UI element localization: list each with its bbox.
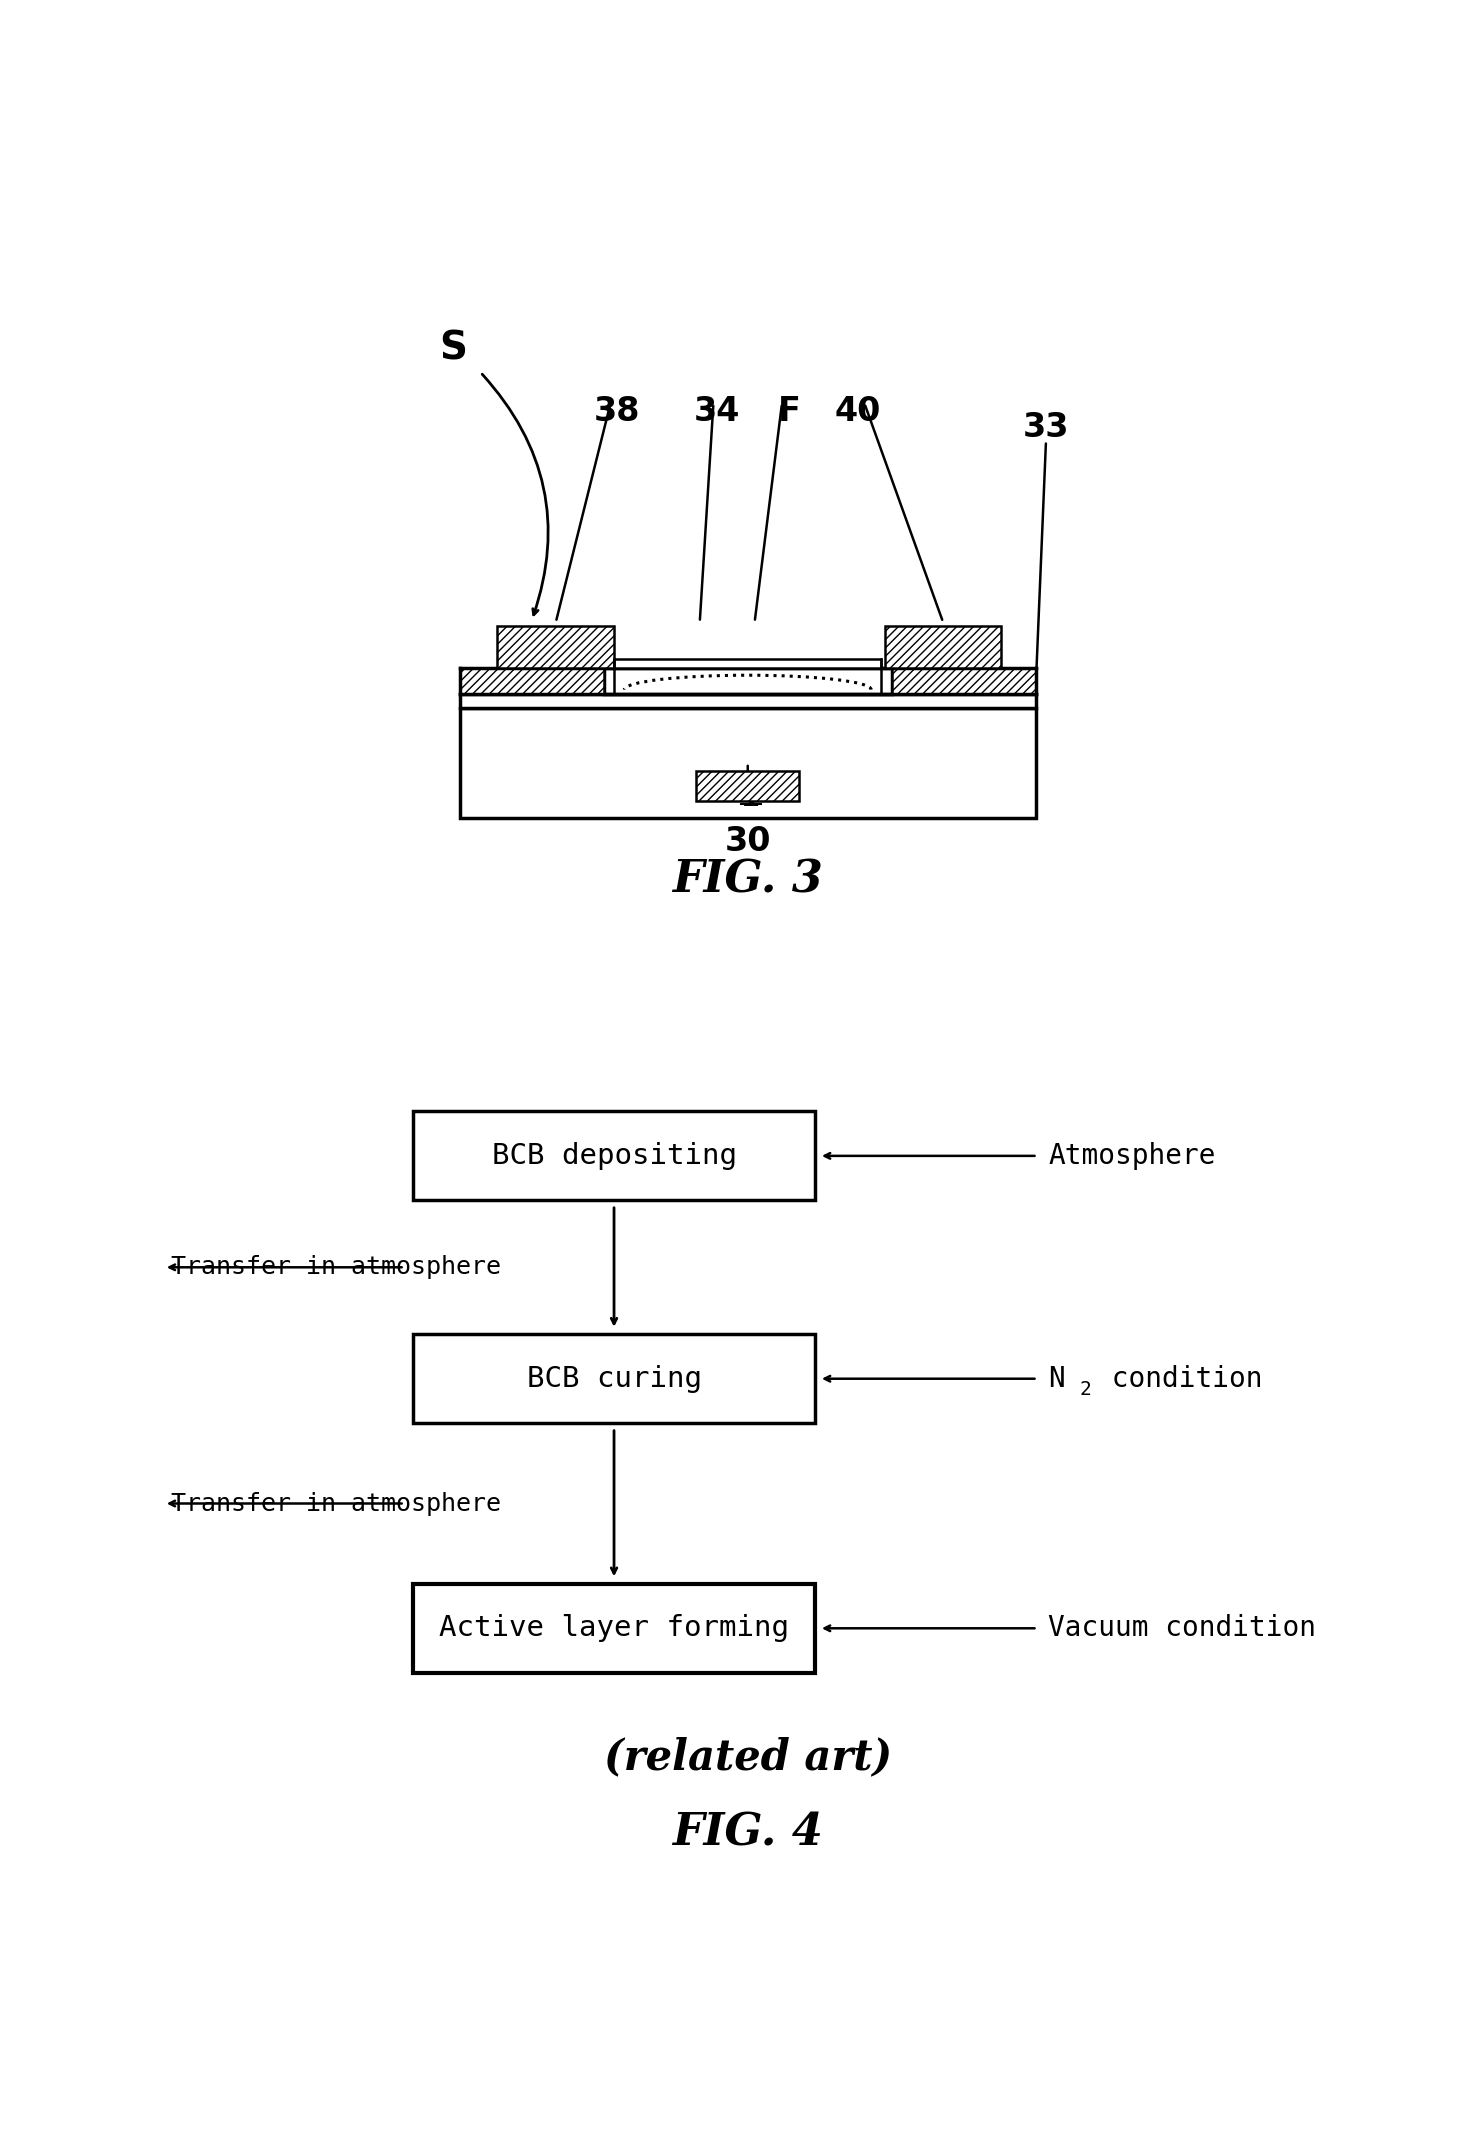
- Bar: [498, 626, 614, 669]
- Bar: [696, 771, 800, 801]
- Text: 34: 34: [693, 396, 740, 428]
- Bar: [413, 1112, 814, 1201]
- Text: Active layer forming: Active layer forming: [439, 1615, 789, 1642]
- Text: Atmosphere: Atmosphere: [1048, 1142, 1215, 1169]
- Text: Transfer in atmosphere: Transfer in atmosphere: [171, 1255, 500, 1280]
- Bar: [604, 669, 891, 694]
- Text: 1: 1: [741, 782, 762, 814]
- Text: 30: 30: [725, 824, 770, 858]
- Text: F: F: [778, 396, 801, 428]
- Text: N: N: [1048, 1365, 1065, 1393]
- Text: condition: condition: [1096, 1365, 1263, 1393]
- Text: 40: 40: [835, 396, 881, 428]
- Bar: [460, 694, 1036, 707]
- Bar: [891, 669, 1036, 694]
- Text: Vacuum condition: Vacuum condition: [1048, 1615, 1316, 1642]
- Text: FIG. 3: FIG. 3: [673, 858, 823, 901]
- Bar: [884, 626, 1001, 669]
- Text: (related art): (related art): [604, 1736, 891, 1779]
- Text: BCB depositing: BCB depositing: [492, 1142, 737, 1169]
- Text: 33: 33: [1023, 411, 1069, 443]
- Bar: [614, 658, 881, 669]
- Text: S: S: [439, 330, 467, 366]
- Bar: [460, 707, 1036, 818]
- Text: FIG. 4: FIG. 4: [673, 1813, 823, 1855]
- Text: Transfer in atmosphere: Transfer in atmosphere: [171, 1491, 500, 1517]
- Text: 38: 38: [594, 396, 641, 428]
- Text: 2: 2: [1080, 1380, 1091, 1399]
- Text: BCB curing: BCB curing: [527, 1365, 702, 1393]
- Bar: [460, 669, 604, 694]
- Bar: [413, 1585, 814, 1672]
- Bar: [413, 1333, 814, 1423]
